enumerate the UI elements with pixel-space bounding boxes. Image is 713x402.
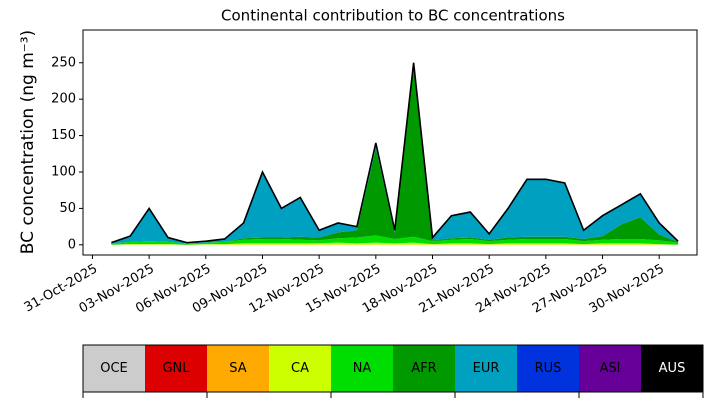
- colorbar-label: AFR: [411, 361, 436, 376]
- y-tick-label: 200: [51, 92, 76, 107]
- y-tick-label: 0: [68, 237, 76, 252]
- area: [111, 242, 679, 245]
- colorbar-cell: [269, 345, 332, 392]
- colorbar-label: GNL: [162, 361, 190, 376]
- colorbar-cell: [207, 345, 270, 392]
- colorbar-label: OCE: [100, 361, 128, 376]
- colorbar-cell: [455, 345, 518, 392]
- colorbar-frame: [82, 344, 704, 393]
- colorbar-cell: [517, 345, 580, 392]
- colorbar-cell: [145, 345, 208, 392]
- colorbar-cell: [579, 345, 642, 392]
- colorbar-cell: [331, 345, 394, 392]
- y-axis-label: BC concentration (ng m⁻³): [18, 30, 38, 254]
- area: [111, 235, 679, 245]
- y-tick-label: 150: [51, 128, 76, 143]
- colorbar-cell: [83, 345, 146, 392]
- plot-frame: [82, 29, 698, 256]
- colorbar-label: EUR: [473, 361, 500, 376]
- colorbar-label: AUS: [659, 361, 686, 376]
- y-tick-label: 50: [59, 201, 76, 216]
- colorbar-cell: [393, 345, 456, 392]
- colorbar-label: ASI: [600, 361, 621, 376]
- colorbar-cell: [641, 345, 704, 392]
- area: [111, 62, 679, 244]
- area: [111, 65, 679, 244]
- total-outline: [111, 62, 679, 244]
- y-tick-label: 250: [51, 55, 76, 70]
- colorbar-label: NA: [353, 361, 372, 376]
- y-tick-label: 100: [51, 164, 76, 179]
- colorbar-label: CA: [291, 361, 309, 376]
- colorbar-label: RUS: [535, 361, 562, 376]
- chart-title: Continental contribution to BC concentra…: [221, 7, 565, 25]
- colorbar: OCE GNL SA CA NA AFR EUR RUS ASI AUS: [82, 344, 704, 398]
- colorbar-label: SA: [229, 361, 246, 376]
- plot-area: [111, 62, 679, 245]
